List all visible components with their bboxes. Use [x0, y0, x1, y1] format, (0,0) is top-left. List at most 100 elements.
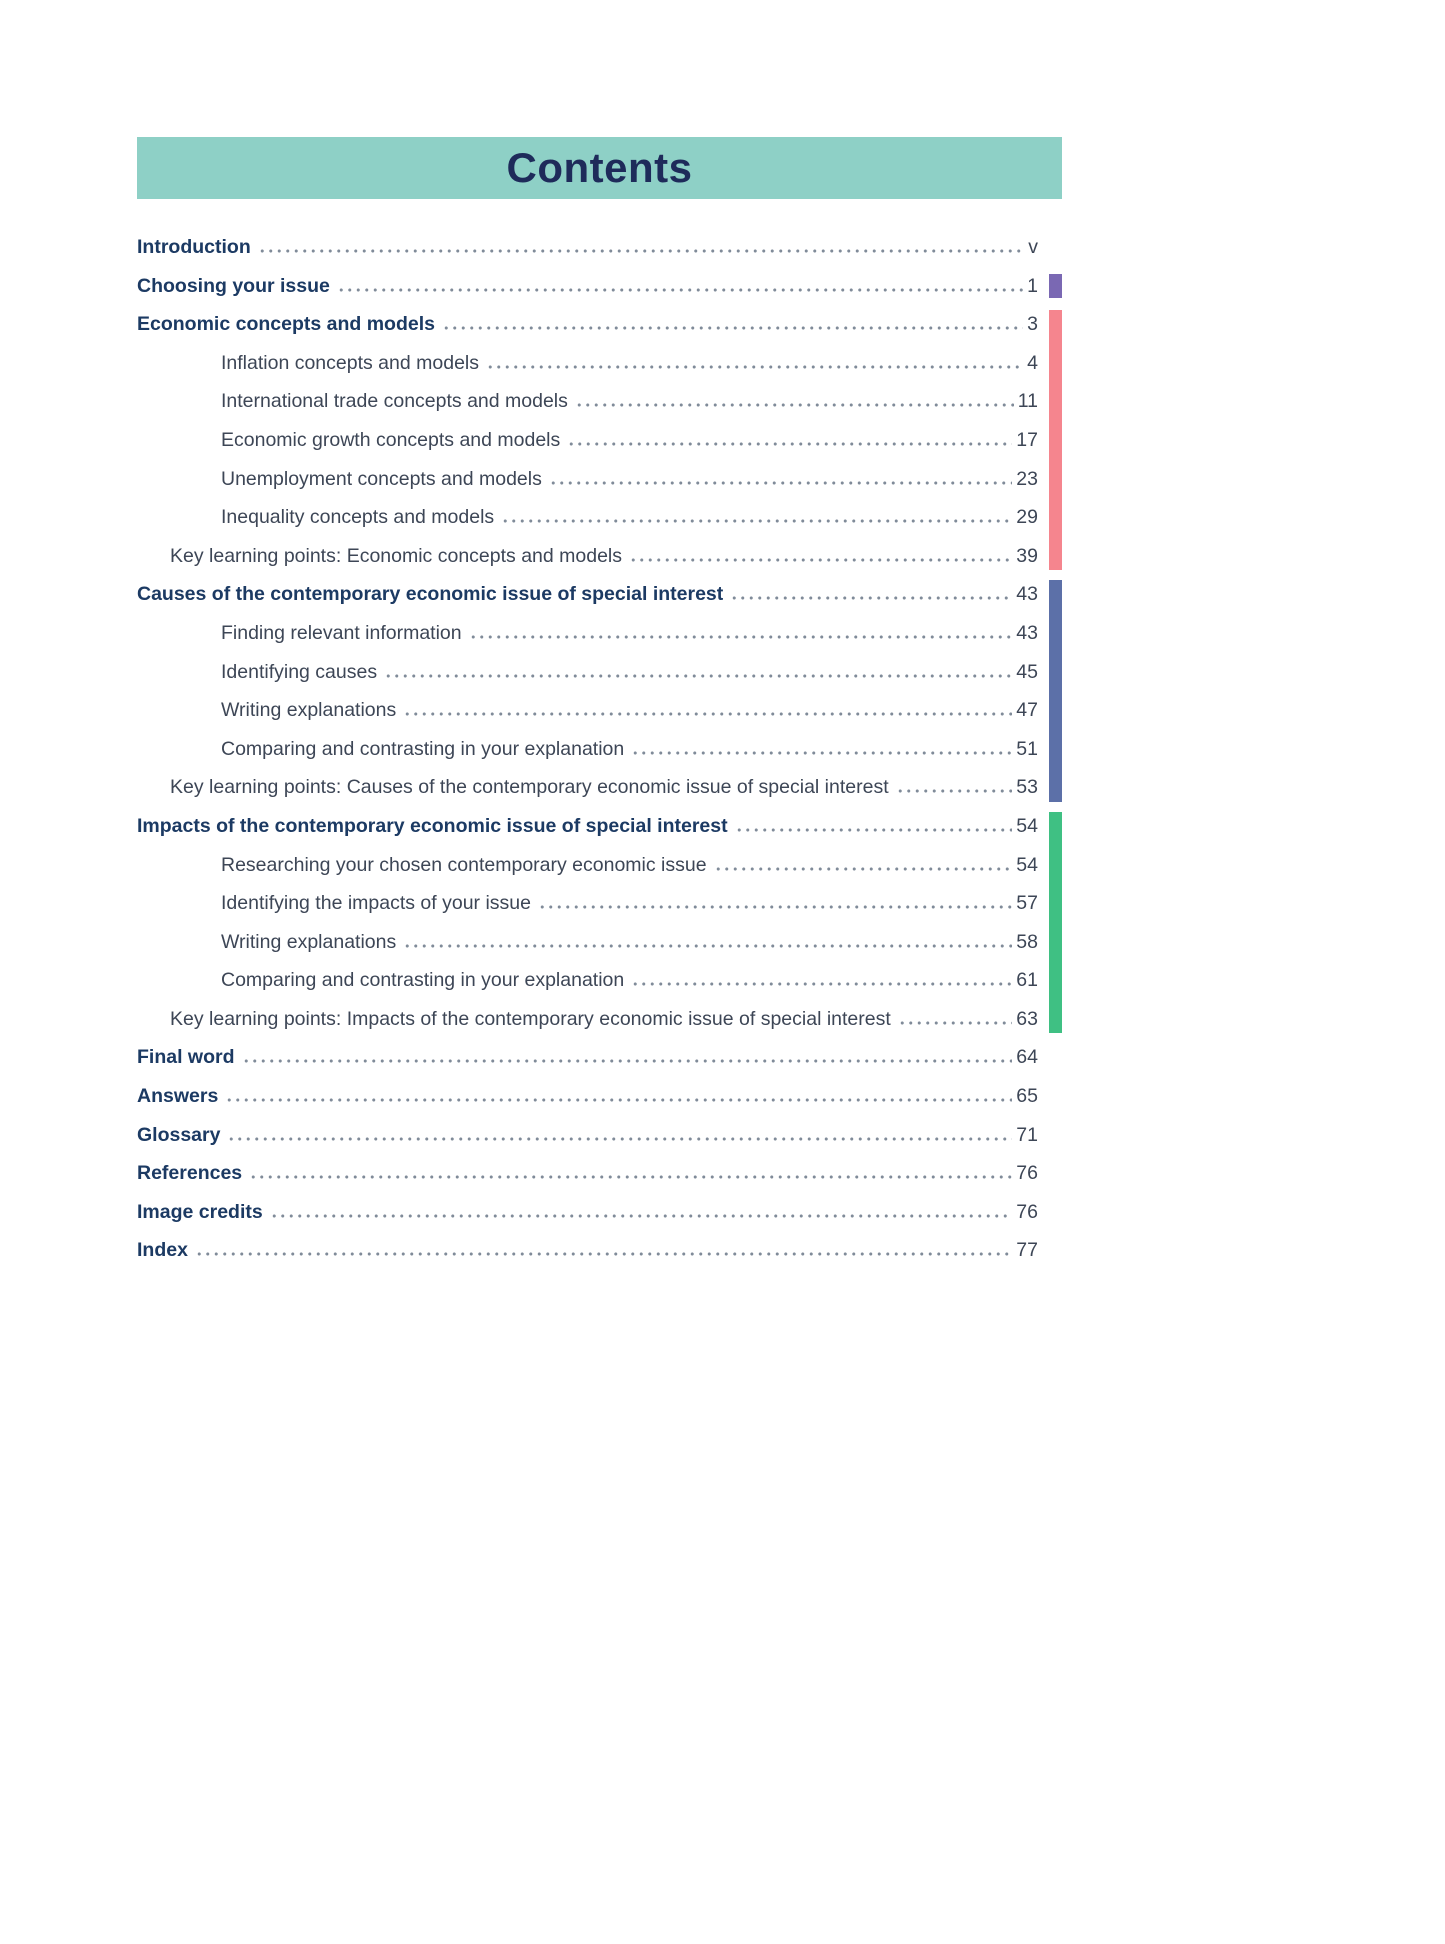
toc-page-number: 45	[1016, 660, 1038, 683]
dotted-leader	[895, 789, 1013, 794]
toc-page-number: 77	[1016, 1239, 1038, 1262]
toc-page-number: 47	[1016, 699, 1038, 722]
toc-entry-label: Impacts of the contemporary economic iss…	[137, 814, 728, 837]
toc-entry-label: Final word	[137, 1046, 235, 1069]
dotted-leader	[403, 712, 1013, 717]
toc-entry-label: Inequality concepts and models	[221, 506, 495, 529]
toc-entry: Answers 65	[137, 1077, 1062, 1116]
toc-entry: Identifying causes 45	[137, 652, 1062, 692]
toc-entry-label: Key learning points: Economic concepts a…	[170, 544, 623, 567]
toc-entry-label: Key learning points: Impacts of the cont…	[170, 1007, 891, 1030]
toc-page-number: 63	[1016, 1007, 1038, 1030]
toc-entry: References 76	[137, 1154, 1062, 1193]
dotted-leader	[441, 326, 1024, 331]
toc-entry: Unemployment concepts and models 23	[137, 459, 1062, 499]
toc-entry-label: Comparing and contrasting in your explan…	[221, 969, 625, 992]
toc-entry-label: Index	[137, 1239, 188, 1262]
toc-page-number: 39	[1016, 544, 1038, 567]
section-color-bar	[1049, 884, 1062, 923]
toc-page-number: 54	[1016, 853, 1038, 876]
toc-page-number: 57	[1016, 892, 1038, 915]
toc-entry: Key learning points: Economic concepts a…	[137, 536, 1062, 576]
toc-entry-label: Researching your chosen contemporary eco…	[221, 853, 707, 876]
section-color-bar	[1049, 580, 1062, 614]
toc-entry-label: Inflation concepts and models	[221, 351, 479, 374]
dotted-leader	[538, 905, 1013, 910]
toc-entry-label: Finding relevant information	[221, 621, 462, 644]
dotted-leader	[257, 249, 1025, 253]
section-color-bar	[1049, 768, 1062, 802]
section-color-bar	[1049, 691, 1062, 730]
toc-page-number: 71	[1016, 1123, 1038, 1146]
toc-entry-label: Choosing your issue	[137, 274, 330, 297]
dotted-leader	[501, 519, 1013, 524]
dotted-leader	[730, 596, 1013, 601]
toc-entry-label: References	[137, 1162, 243, 1185]
toc-entry-label: Answers	[137, 1085, 219, 1108]
toc-entry: Writing explanations 47	[137, 691, 1062, 730]
toc-entry-label: Identifying the impacts of your issue	[221, 892, 531, 915]
section-color-bar	[1049, 999, 1062, 1034]
section-color-bar	[1049, 811, 1062, 846]
dotted-leader	[897, 1020, 1013, 1025]
toc-entry: Index 77	[137, 1231, 1062, 1270]
toc-page-number: 43	[1016, 621, 1038, 644]
toc-entry-label: Causes of the contemporary economic issu…	[137, 583, 724, 606]
section-color-bar	[1049, 922, 1062, 962]
dotted-leader	[403, 943, 1013, 948]
section-color-bar	[1049, 613, 1062, 653]
toc-page-number: 54	[1016, 814, 1038, 837]
section-color-bar	[1049, 961, 1062, 1000]
toc-entry-label: Image credits	[137, 1200, 263, 1223]
toc-page-number: 3	[1027, 313, 1038, 336]
section-color-bar	[1049, 310, 1062, 344]
toc-page-number: 76	[1016, 1162, 1038, 1185]
toc-entry: Impacts of the contemporary economic iss…	[137, 807, 1062, 846]
toc-entry: Key learning points: Causes of the conte…	[137, 768, 1062, 807]
dotted-leader	[486, 364, 1024, 369]
toc-page-number: 17	[1016, 428, 1038, 451]
dotted-leader	[336, 287, 1024, 292]
dotted-leader	[631, 982, 1013, 987]
toc-entry-label: Comparing and contrasting in your explan…	[221, 737, 625, 760]
dotted-leader	[468, 634, 1013, 639]
toc-page-number: 29	[1016, 506, 1038, 529]
section-color-bar	[1049, 273, 1062, 299]
dotted-leader	[567, 441, 1013, 446]
dotted-leader	[548, 480, 1013, 485]
toc-entry-label: Key learning points: Causes of the conte…	[170, 776, 889, 799]
toc-entry: Glossary 71	[137, 1116, 1062, 1155]
toc-entry: Finding relevant information 43	[137, 613, 1062, 653]
toc-entry: Inequality concepts and models 29	[137, 498, 1062, 537]
toc-entry: Comparing and contrasting in your explan…	[137, 961, 1062, 1000]
dotted-leader	[241, 1059, 1013, 1064]
toc-page-number: 1	[1027, 274, 1038, 297]
toc-page-number: 58	[1016, 930, 1038, 953]
toc-entry-label: Economic concepts and models	[137, 313, 435, 336]
section-color-bar	[1049, 459, 1062, 499]
dotted-leader	[269, 1213, 1013, 1218]
toc-page-number: 53	[1016, 776, 1038, 799]
toc-page-number: 11	[1017, 390, 1038, 413]
toc-page-number: 61	[1016, 969, 1038, 992]
section-color-bar	[1049, 420, 1062, 460]
toc-page-number: 4	[1027, 351, 1038, 374]
toc-entry: Key learning points: Impacts of the cont…	[137, 999, 1062, 1039]
dotted-leader	[574, 403, 1014, 408]
contents-banner: Contents	[137, 137, 1062, 199]
toc-entry: Economic concepts and models 3	[137, 305, 1062, 344]
section-color-bar	[1049, 729, 1062, 769]
section-color-bar	[1049, 343, 1062, 383]
dotted-leader	[713, 866, 1013, 871]
toc-entry-label: Unemployment concepts and models	[221, 467, 542, 490]
dotted-leader	[249, 1175, 1013, 1180]
toc-entry: Choosing your issue 1	[137, 267, 1062, 306]
toc-entry: Image credits 76	[137, 1193, 1062, 1232]
toc-entry: Identifying the impacts of your issue 57	[137, 884, 1062, 923]
toc-entry: Inflation concepts and models 4	[137, 343, 1062, 383]
dotted-leader	[629, 557, 1013, 562]
section-color-bar	[1049, 498, 1062, 537]
toc-page-number: 51	[1016, 737, 1038, 760]
toc-entry-label: Introduction	[137, 236, 251, 258]
toc-entry: Final word 64	[137, 1038, 1062, 1077]
